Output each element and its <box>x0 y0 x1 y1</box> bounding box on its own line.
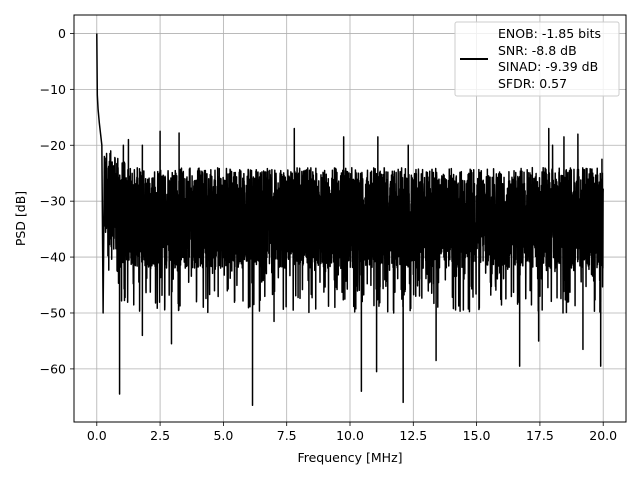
x-tick-label: 12.5 <box>399 428 427 443</box>
x-tick-label: 10.0 <box>336 428 364 443</box>
x-tick-label: 7.5 <box>277 428 297 443</box>
x-axis: 0.0 2.5 5.0 7.5 10.0 12.5 15.0 17.5 20.0 <box>87 422 617 443</box>
y-tick-label: −50 <box>40 305 66 320</box>
x-tick-label: 5.0 <box>213 428 233 443</box>
legend-entry-enob: ENOB: -1.85 bits <box>498 26 601 41</box>
legend-box <box>454 21 620 97</box>
y-axis-label: PSD [dB] <box>13 191 28 246</box>
x-tick-label: 15.0 <box>463 428 491 443</box>
x-tick-label: 20.0 <box>589 428 617 443</box>
legend-entry-sfdr: SFDR: 0.57 <box>498 76 567 91</box>
psd-series-line <box>96 33 604 406</box>
legend-entry-snr: SNR: -8.8 dB <box>498 43 577 58</box>
series-layer <box>96 33 604 406</box>
y-tick-label: −60 <box>40 361 66 376</box>
x-tick-label: 2.5 <box>150 428 170 443</box>
y-tick-label: −40 <box>40 250 66 265</box>
x-tick-label: 0.0 <box>87 428 107 443</box>
y-tick-label: 0 <box>58 26 66 41</box>
y-tick-label: −10 <box>40 82 66 97</box>
y-tick-label: −20 <box>40 138 66 153</box>
y-tick-label: −30 <box>40 194 66 209</box>
legend: ENOB: -1.85 bits SNR: -8.8 dB SINAD: -9.… <box>454 21 620 97</box>
x-tick-label: 17.5 <box>526 428 554 443</box>
legend-entry-sinad: SINAD: -9.39 dB <box>498 59 598 74</box>
x-axis-label: Frequency [MHz] <box>297 450 402 465</box>
y-axis: 0 −10 −20 −30 −40 −50 −60 <box>40 26 74 376</box>
